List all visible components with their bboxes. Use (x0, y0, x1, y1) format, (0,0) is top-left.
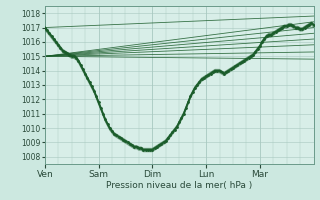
X-axis label: Pression niveau de la mer( hPa ): Pression niveau de la mer( hPa ) (106, 181, 252, 190)
